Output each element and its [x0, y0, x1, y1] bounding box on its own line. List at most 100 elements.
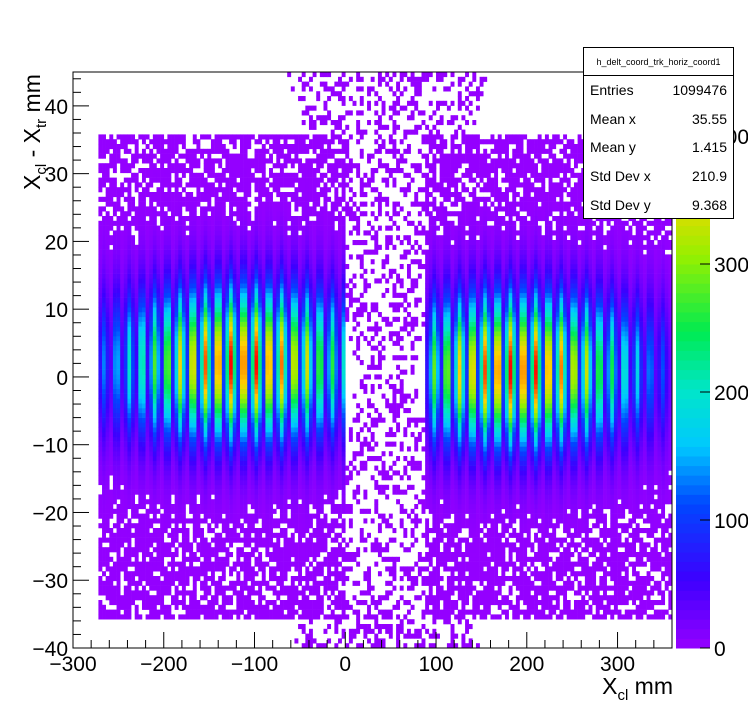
heatmap-cell	[272, 566, 277, 572]
heatmap-cell	[123, 465, 128, 471]
heatmap-cell	[272, 590, 277, 596]
heatmap-cell	[181, 475, 186, 481]
heatmap-cell	[272, 460, 277, 466]
heatmap-cell	[254, 374, 259, 380]
heatmap-cell	[214, 556, 219, 562]
heatmap-cell	[294, 470, 299, 476]
heatmap-cell	[145, 561, 150, 567]
heatmap-cell	[203, 240, 208, 246]
heatmap-cell	[152, 460, 157, 466]
heatmap-cell	[283, 456, 288, 462]
heatmap-cell	[156, 240, 161, 246]
heatmap-cell	[218, 139, 223, 145]
heatmap-cell	[116, 590, 121, 596]
heatmap-cell	[181, 288, 186, 294]
heatmap-cell	[98, 379, 103, 385]
heatmap-cell	[192, 566, 197, 572]
heatmap-cell	[145, 144, 150, 150]
heatmap-cell	[156, 460, 161, 466]
heatmap-cell	[123, 225, 128, 231]
heatmap-cell	[105, 595, 110, 601]
heatmap-cell	[160, 187, 165, 193]
heatmap-cell	[283, 460, 288, 466]
heatmap-cell	[218, 436, 223, 442]
heatmap-cell	[189, 374, 194, 380]
heatmap-cell	[171, 254, 175, 260]
heatmap-cell	[210, 388, 215, 394]
heatmap-cell	[149, 532, 154, 538]
heatmap-cell	[127, 283, 132, 289]
heatmap-cell	[105, 345, 110, 351]
heatmap-cell	[247, 451, 252, 457]
heatmap-cell	[174, 518, 179, 524]
heatmap-cell	[272, 360, 277, 366]
heatmap-cell	[134, 604, 139, 610]
heatmap-cell	[279, 417, 284, 423]
heatmap-cell	[207, 148, 212, 154]
heatmap-cell	[207, 561, 212, 567]
heatmap-cell	[134, 451, 139, 457]
heatmap-cell	[218, 432, 223, 438]
heatmap-cell	[232, 523, 237, 529]
heatmap-cell	[218, 504, 223, 510]
heatmap-cell	[229, 172, 234, 178]
heatmap-cell	[134, 336, 139, 342]
heatmap-cell	[149, 484, 154, 490]
heatmap-cell	[203, 235, 208, 241]
heatmap-cell	[232, 408, 237, 414]
heatmap-cell	[160, 168, 165, 174]
heatmap-cell	[221, 398, 226, 404]
heatmap-cell	[189, 192, 194, 198]
heatmap-cell	[261, 374, 266, 380]
heatmap-cell	[174, 532, 179, 538]
heatmap-cell	[98, 369, 103, 375]
heatmap-cell	[272, 480, 277, 486]
heatmap-cell	[279, 547, 284, 553]
heatmap-cell	[272, 523, 277, 529]
heatmap-cell	[178, 465, 183, 471]
heatmap-cell	[261, 307, 266, 313]
heatmap-cell	[200, 470, 204, 476]
heatmap-cell	[149, 350, 154, 356]
heatmap-cell	[102, 604, 106, 610]
heatmap-cell	[116, 235, 121, 241]
heatmap-cell	[127, 235, 132, 241]
heatmap-cell	[145, 547, 150, 553]
heatmap-cell	[229, 211, 234, 217]
heatmap-cell	[131, 456, 136, 462]
heatmap-cell	[171, 446, 175, 452]
heatmap-cell	[200, 374, 204, 380]
heatmap-cell	[250, 326, 255, 332]
heatmap-cell	[265, 403, 270, 409]
heatmap-cell	[160, 268, 165, 274]
heatmap-cell	[210, 139, 215, 145]
heatmap-cell	[250, 609, 255, 615]
heatmap-cell	[123, 528, 128, 534]
heatmap-cell	[276, 427, 281, 433]
heatmap-cell	[283, 451, 288, 457]
heatmap-cell	[171, 566, 175, 572]
heatmap-cell	[247, 556, 252, 562]
heatmap-cell	[127, 340, 132, 346]
heatmap-cell	[163, 422, 168, 428]
heatmap-cell	[225, 302, 230, 308]
heatmap-cell	[181, 494, 186, 500]
heatmap-cell	[203, 292, 208, 298]
heatmap-cell	[254, 436, 259, 442]
heatmap-cell	[141, 355, 146, 361]
heatmap-cell	[210, 273, 215, 279]
heatmap-cell	[200, 571, 204, 577]
heatmap-cell	[283, 172, 288, 178]
heatmap-cell	[294, 158, 299, 164]
heatmap-cell	[105, 168, 110, 174]
heatmap-cell	[185, 326, 190, 332]
heatmap-cell	[134, 580, 139, 586]
heatmap-cell	[254, 369, 259, 375]
heatmap-cell	[127, 504, 132, 510]
heatmap-cell	[149, 542, 154, 548]
heatmap-cell	[98, 331, 103, 337]
heatmap-cell	[116, 240, 121, 246]
heatmap-cell	[283, 470, 288, 476]
heatmap-cell	[210, 225, 215, 231]
heatmap-cell	[272, 542, 277, 548]
